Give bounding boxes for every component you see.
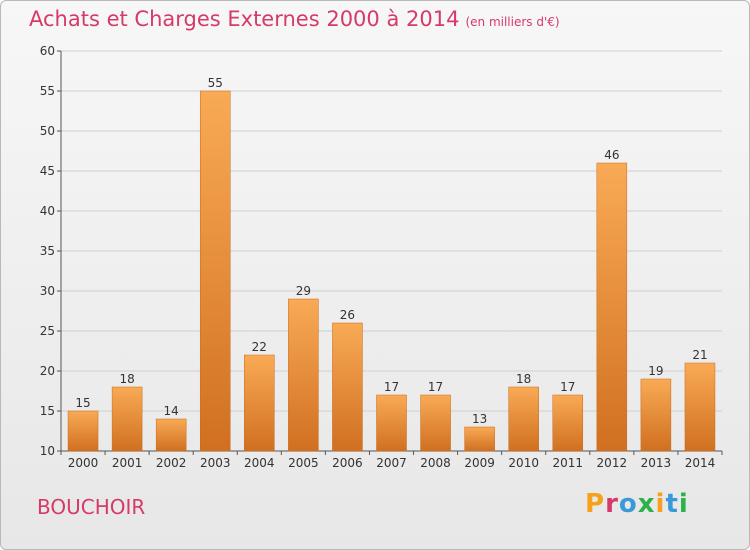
bar-2004 (244, 354, 275, 452)
bar-2005 (288, 298, 319, 452)
y-tick-label: 25 (40, 324, 55, 338)
y-tick-label: 20 (40, 364, 55, 378)
x-tick-label-2010: 2010 (508, 456, 539, 470)
bar-2000 (67, 410, 99, 452)
logo-letter: x (637, 489, 656, 519)
data-label-2013: 19 (648, 364, 663, 378)
data-label-2000: 15 (75, 396, 90, 410)
bar-2001 (111, 386, 143, 452)
proxiti-logo[interactable]: Proxiti (585, 489, 689, 519)
x-tick-label-2012: 2012 (597, 456, 628, 470)
x-tick-label-2003: 2003 (200, 456, 231, 470)
data-label-2002: 14 (164, 404, 179, 418)
bar-2014 (684, 362, 716, 452)
bar-2012 (596, 162, 628, 452)
data-label-2008: 17 (428, 380, 443, 394)
logo-letter: P (585, 489, 606, 519)
chart-title: Achats et Charges Externes 2000 à 2014 (e… (29, 7, 560, 31)
data-label-2012: 46 (604, 148, 619, 162)
y-tick-label: 55 (40, 84, 55, 98)
x-tick-label-2000: 2000 (68, 456, 99, 470)
x-tick-label-2002: 2002 (156, 456, 187, 470)
bar-2008 (420, 394, 451, 452)
bars (67, 90, 716, 452)
bar-2002 (155, 418, 187, 452)
y-tick-label: 10 (40, 444, 55, 458)
x-tick-label-2008: 2008 (420, 456, 451, 470)
data-label-2014: 21 (692, 348, 707, 362)
data-label-2005: 29 (296, 284, 311, 298)
x-tick-label-2009: 2009 (464, 456, 495, 470)
data-label-2004: 22 (252, 340, 267, 354)
y-tick-label: 40 (40, 204, 55, 218)
x-tick-label-2007: 2007 (376, 456, 407, 470)
x-tick-label-2014: 2014 (685, 456, 716, 470)
y-tick-label: 45 (40, 164, 55, 178)
data-label-2003: 55 (208, 76, 223, 90)
x-tick-label-2013: 2013 (641, 456, 672, 470)
bar-2009 (464, 426, 495, 452)
bar-2006 (332, 322, 363, 452)
y-tick-label: 15 (40, 404, 55, 418)
labels: 10 15 20 25 30 35 40 45 50 55 60 15 2000 18 2001 14 2002… (40, 44, 716, 470)
x-tick-label-2011: 2011 (552, 456, 583, 470)
data-label-2007: 17 (384, 380, 399, 394)
bar-2013 (640, 378, 672, 452)
logo-letter: t (665, 489, 679, 519)
data-label-2001: 18 (119, 372, 134, 386)
chart-title-text: Achats et Charges Externes 2000 à 2014 (29, 7, 460, 31)
y-tick-label: 50 (40, 124, 55, 138)
x-tick-label-2004: 2004 (244, 456, 275, 470)
location-label: BOUCHOIR (37, 495, 146, 519)
logo-letter: i (678, 489, 689, 519)
data-label-2010: 18 (516, 372, 531, 386)
data-label-2006: 26 (340, 308, 355, 322)
bar-2007 (376, 394, 407, 452)
logo-letter: i (655, 489, 666, 519)
y-tick-label: 35 (40, 244, 55, 258)
bar-2003 (199, 90, 231, 452)
data-label-2009: 13 (472, 412, 487, 426)
logo-letter: r (605, 489, 619, 519)
x-tick-label-2001: 2001 (112, 456, 143, 470)
y-tick-label: 30 (40, 284, 55, 298)
x-tick-label-2005: 2005 (288, 456, 319, 470)
x-tick-label-2006: 2006 (332, 456, 363, 470)
bar-2011 (552, 394, 584, 452)
bar-2010 (508, 386, 539, 452)
y-tick-label: 60 (40, 44, 55, 58)
logo-letter: o (618, 489, 638, 519)
data-label-2011: 17 (560, 380, 575, 394)
chart-subtitle: (en milliers d'€) (465, 15, 560, 29)
